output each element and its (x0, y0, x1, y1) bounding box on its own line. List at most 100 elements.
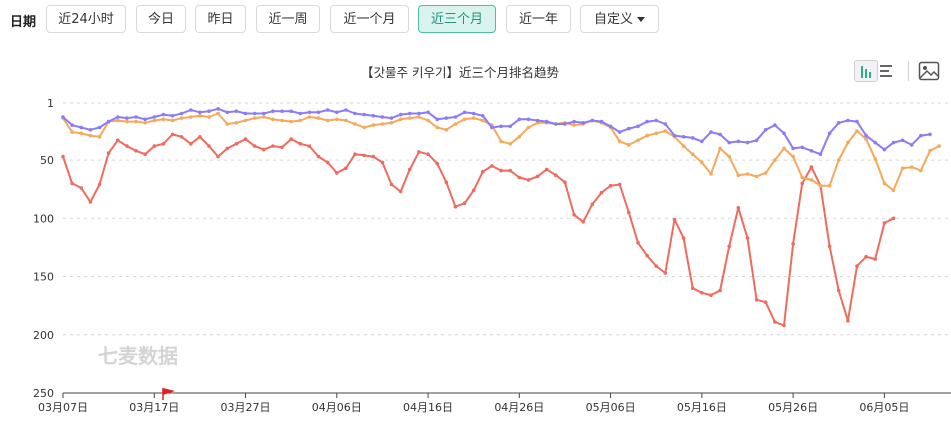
data-point[interactable] (700, 291, 704, 295)
data-point[interactable] (809, 149, 814, 153)
data-point[interactable] (554, 173, 558, 177)
data-point[interactable] (170, 118, 175, 123)
data-point[interactable] (919, 133, 923, 138)
data-point[interactable] (234, 109, 239, 113)
data-point[interactable] (243, 111, 248, 116)
data-point[interactable] (271, 117, 275, 122)
data-point[interactable] (271, 109, 275, 113)
data-point[interactable] (499, 168, 503, 173)
data-point[interactable] (490, 164, 494, 168)
data-point[interactable] (408, 116, 412, 120)
data-point[interactable] (161, 117, 166, 122)
data-point[interactable] (481, 118, 485, 123)
filter-yesterday-button[interactable]: 昨日 (195, 5, 246, 33)
data-point[interactable] (189, 115, 193, 119)
data-point[interactable] (189, 108, 193, 112)
data-point[interactable] (125, 116, 129, 120)
data-point[interactable] (681, 135, 686, 139)
data-point[interactable] (88, 128, 93, 132)
data-point[interactable] (782, 146, 786, 151)
data-point[interactable] (763, 128, 768, 132)
data-point[interactable] (189, 142, 193, 146)
filter-24h-button[interactable]: 近24小时 (46, 5, 126, 33)
data-point[interactable] (481, 114, 485, 118)
data-point[interactable] (836, 288, 841, 293)
data-point[interactable] (791, 242, 795, 246)
data-point[interactable] (818, 152, 823, 156)
data-point[interactable] (417, 115, 421, 119)
data-point[interactable] (216, 107, 220, 111)
data-point[interactable] (462, 201, 467, 205)
data-point[interactable] (152, 144, 157, 148)
data-point[interactable] (316, 110, 321, 115)
data-point[interactable] (79, 125, 84, 130)
data-point[interactable] (61, 115, 65, 119)
data-point[interactable] (353, 122, 357, 126)
data-point[interactable] (572, 213, 576, 217)
data-point[interactable] (362, 125, 367, 130)
data-point[interactable] (216, 111, 220, 116)
data-point[interactable] (882, 181, 887, 186)
data-point[interactable] (855, 119, 859, 124)
data-point[interactable] (79, 186, 84, 190)
data-point[interactable] (709, 293, 713, 298)
data-point[interactable] (106, 119, 111, 124)
data-point[interactable] (745, 172, 750, 176)
data-point[interactable] (563, 122, 567, 126)
data-point[interactable] (736, 173, 741, 177)
flag-marker-icon[interactable] (162, 388, 175, 400)
data-point[interactable] (408, 111, 412, 116)
data-point[interactable] (289, 119, 294, 124)
data-point[interactable] (70, 123, 74, 127)
data-point[interactable] (782, 323, 786, 328)
data-point[interactable] (471, 111, 476, 116)
data-point[interactable] (243, 137, 248, 141)
data-point[interactable] (572, 119, 576, 124)
data-point[interactable] (70, 181, 74, 186)
data-point[interactable] (535, 118, 540, 123)
data-point[interactable] (262, 147, 266, 152)
data-point[interactable] (873, 140, 877, 145)
data-point[interactable] (61, 154, 65, 159)
data-point[interactable] (389, 116, 394, 120)
data-point[interactable] (636, 138, 640, 143)
data-point[interactable] (380, 160, 385, 165)
data-point[interactable] (800, 175, 804, 180)
data-point[interactable] (298, 142, 303, 146)
data-point[interactable] (672, 217, 677, 222)
data-point[interactable] (882, 221, 887, 225)
data-point[interactable] (325, 160, 330, 165)
data-point[interactable] (754, 138, 759, 143)
data-point[interactable] (517, 175, 522, 180)
data-point[interactable] (636, 124, 640, 129)
data-point[interactable] (362, 112, 367, 117)
data-point[interactable] (453, 115, 458, 119)
data-point[interactable] (408, 167, 412, 172)
data-point[interactable] (517, 135, 522, 139)
data-point[interactable] (88, 200, 93, 204)
data-point[interactable] (627, 126, 631, 131)
data-point[interactable] (88, 133, 93, 138)
data-point[interactable] (198, 135, 202, 139)
data-point[interactable] (426, 110, 430, 115)
data-point[interactable] (617, 139, 622, 144)
data-point[interactable] (928, 132, 932, 137)
data-point[interactable] (763, 300, 768, 305)
data-point[interactable] (900, 166, 905, 170)
data-point[interactable] (690, 286, 695, 291)
data-point[interactable] (763, 171, 768, 175)
data-point[interactable] (882, 147, 887, 152)
data-point[interactable] (325, 108, 330, 112)
data-point[interactable] (791, 154, 795, 159)
data-point[interactable] (453, 204, 458, 209)
data-point[interactable] (846, 140, 850, 145)
filter-three-months-button[interactable]: 近三个月 (418, 5, 496, 33)
data-point[interactable] (544, 167, 549, 172)
data-point[interactable] (873, 157, 877, 161)
data-point[interactable] (645, 133, 649, 138)
data-point[interactable] (70, 130, 74, 134)
data-point[interactable] (709, 130, 713, 134)
data-point[interactable] (645, 253, 649, 258)
data-point[interactable] (398, 117, 403, 122)
data-point[interactable] (736, 139, 741, 144)
